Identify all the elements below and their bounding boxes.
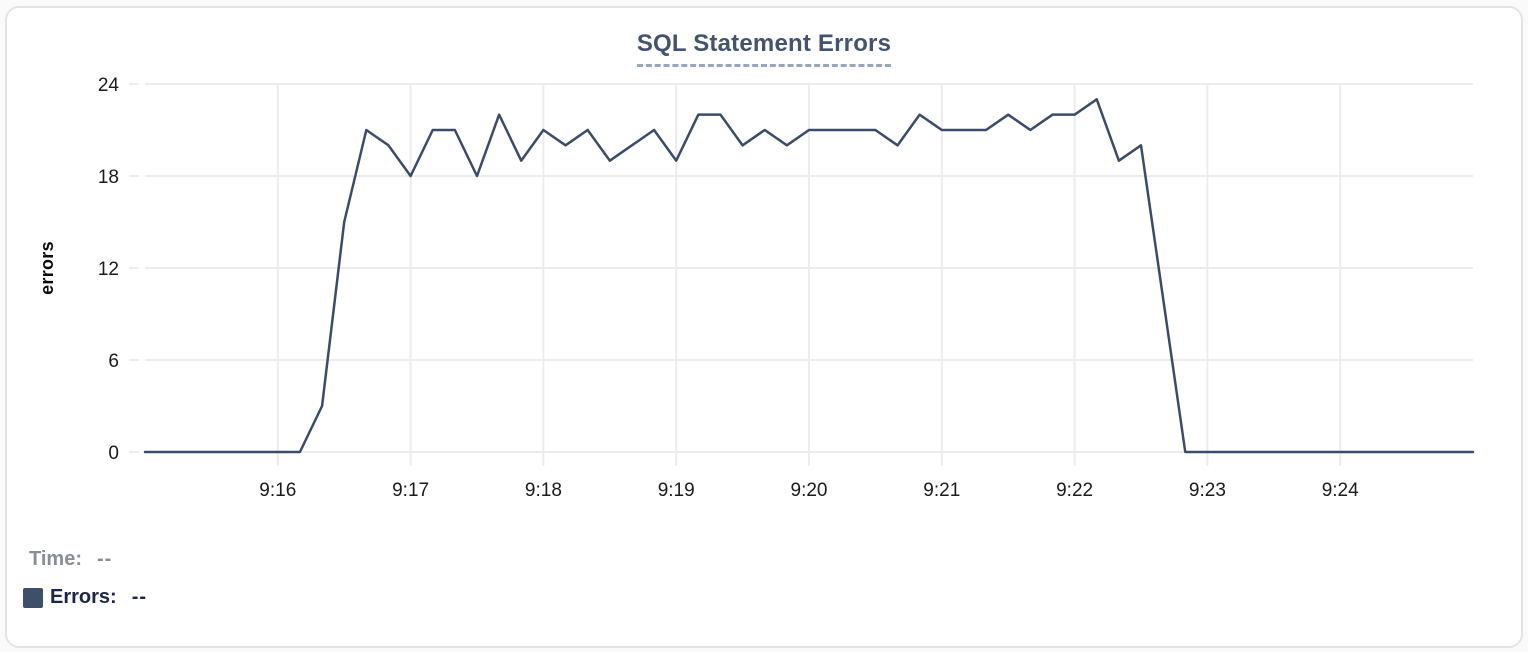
chart-header: SQL Statement Errors <box>7 30 1521 67</box>
legend-errors-row: Errors: -- <box>23 586 147 609</box>
y-tick-label: 12 <box>98 259 119 280</box>
errors-series-swatch <box>23 587 43 608</box>
x-tick-label: 9:19 <box>658 480 695 501</box>
x-tick-label: 9:21 <box>923 480 960 501</box>
legend-time-label: Time: <box>29 548 82 570</box>
x-tick-label: 9:20 <box>791 480 828 501</box>
sql-errors-chart[interactable]: 9:16 9:17 9:18 9:19 9:20 9:21 9:22 9:23 9:24 0 6 12… <box>7 8 1525 520</box>
x-tick-label: 9:17 <box>392 480 429 501</box>
y-tick-label: 6 <box>108 351 119 372</box>
x-tick-label: 9:22 <box>1056 480 1093 501</box>
errors-series-line[interactable] <box>143 98 1475 454</box>
x-tick-label: 9:24 <box>1322 480 1359 501</box>
legend-errors-value: -- <box>131 586 148 608</box>
y-axis-title: errors <box>37 241 57 295</box>
y-tick-label: 18 <box>98 167 119 188</box>
legend-time-row: Time: -- <box>23 548 112 571</box>
legend-errors-label: Errors: <box>50 586 117 608</box>
x-tick-label: 9:18 <box>525 480 562 501</box>
chart-card: SQL Statement Errors 9:16 9:17 9:18 9:19 9:2… <box>5 6 1523 648</box>
chart-title[interactable]: SQL Statement Errors <box>636 30 892 67</box>
y-tick-label: 0 <box>108 443 119 464</box>
legend-time-value: -- <box>96 548 113 570</box>
x-tick-label: 9:23 <box>1189 480 1226 501</box>
x-tick-label: 9:16 <box>259 480 296 501</box>
y-tick-label: 24 <box>98 75 120 96</box>
